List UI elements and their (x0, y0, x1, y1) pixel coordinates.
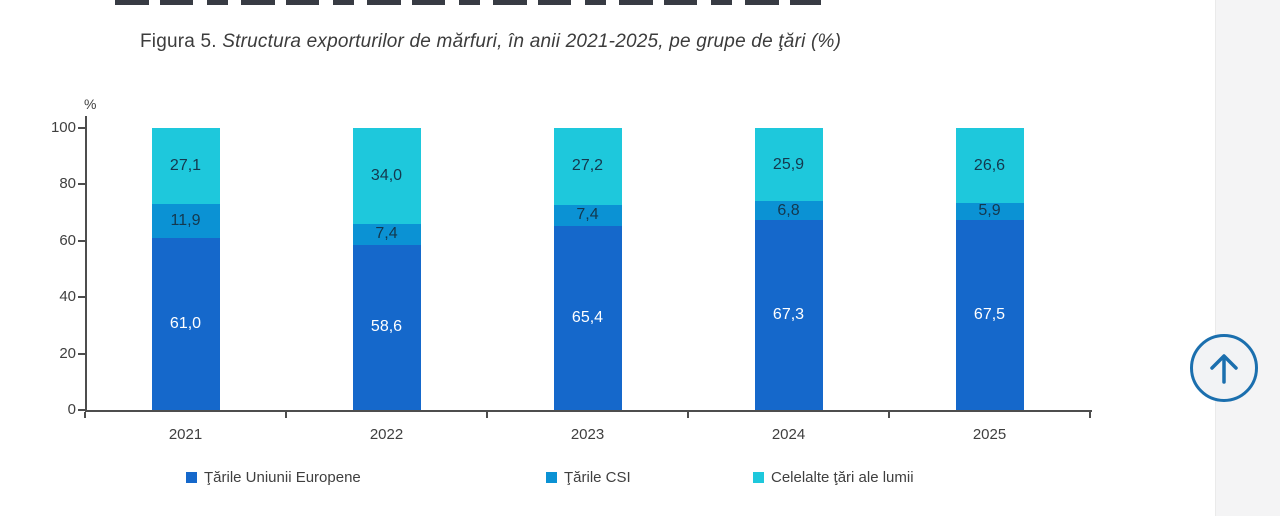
segment-value-label: 7,4 (375, 225, 398, 243)
legend-label: Ţările Uniunii Europene (204, 469, 361, 486)
segment-value-label: 61,0 (169, 315, 202, 332)
x-tick-mark (285, 412, 287, 418)
y-tick-mark (78, 183, 85, 186)
stacked-bar: 65,4 7,4 27,2 (553, 128, 622, 410)
y-axis-line (85, 116, 87, 128)
up-arrow-icon (1210, 354, 1238, 384)
y-tick-mark (78, 127, 85, 129)
stacked-bar: 67,5 5,9 26,6 (955, 128, 1024, 410)
bar-segment: 5,9 (955, 202, 1024, 220)
y-tick-label: 40 (59, 288, 76, 306)
figure-title: Figura 5. Structura exporturilor de mărf… (140, 31, 1140, 53)
legend-item: Celelalte ţări ale lumii (753, 469, 914, 486)
bar-segment: 67,5 (955, 219, 1024, 410)
segment-value-label: 25,9 (772, 155, 805, 173)
legend-swatch (546, 472, 557, 483)
figure-title-text: Structura exporturilor de mărfuri, în an… (216, 31, 842, 52)
bar-segment: 7,4 (553, 204, 622, 226)
segment-value-label: 5,9 (978, 202, 1001, 220)
legend-item: Ţările CSI (546, 469, 631, 486)
bar-segment: 25,9 (754, 128, 823, 202)
segment-value-label: 67,3 (772, 306, 805, 324)
plot-area (85, 128, 1092, 412)
legend-label: Celelalte ţări ale lumii (771, 469, 914, 486)
y-tick-label: 100 (50, 119, 76, 136)
legend-swatch (186, 472, 197, 483)
y-tick-label: 0 (67, 401, 76, 418)
x-tick-mark (888, 412, 890, 418)
bar-column: 65,4 7,4 27,2 (487, 128, 688, 410)
legend-label: Ţările CSI (564, 469, 631, 486)
bar-column: 61,0 11,9 27,1 (85, 128, 286, 410)
segment-value-label: 11,9 (170, 212, 201, 230)
bar-segment: 6,8 (754, 201, 823, 221)
bar-segment: 58,6 (352, 244, 421, 410)
bar-column: 58,6 7,4 34,0 (286, 127, 487, 410)
figure-title-prefix: Figura 5. (140, 31, 217, 52)
stacked-bar: 61,0 11,9 27,1 (151, 128, 220, 410)
bar-column: 67,5 5,9 26,6 (889, 128, 1090, 410)
x-axis-year-label: 2024 (771, 426, 806, 443)
bar-segment: 11,9 (151, 204, 220, 238)
x-axis-year-label: 2025 (972, 426, 1007, 443)
legend-item: Ţările Uniunii Europene (186, 469, 361, 486)
x-tick-mark (1089, 412, 1091, 418)
segment-value-label: 65,4 (571, 308, 604, 326)
x-tick-mark (687, 412, 689, 418)
y-tick-mark (78, 352, 85, 355)
y-tick-mark (78, 296, 85, 299)
bar-segment: 27,1 (151, 128, 220, 205)
segment-value-label: 27,2 (571, 157, 604, 175)
clipped-text-fragment (115, 0, 821, 5)
y-tick-mark (78, 409, 85, 411)
x-axis-year-label: 2022 (369, 426, 404, 443)
right-sidebar-strip (1215, 0, 1280, 516)
y-tick-label: 80 (59, 175, 76, 193)
x-axis-year-label: 2023 (570, 426, 605, 443)
segment-value-label: 67,5 (973, 305, 1006, 323)
x-axis-year-label: 2021 (168, 426, 203, 443)
x-tick-mark (84, 412, 86, 418)
bar-segment: 65,4 (553, 225, 622, 410)
bar-segment: 34,0 (352, 127, 421, 224)
segment-value-label: 26,6 (973, 156, 1006, 174)
segment-value-label: 58,6 (370, 318, 403, 336)
stacked-bar: 67,3 6,8 25,9 (754, 128, 823, 410)
segment-value-label: 34,0 (370, 166, 403, 184)
y-tick-label: 60 (59, 231, 76, 249)
y-tick-label: 20 (59, 344, 76, 362)
bar-segment: 27,2 (553, 128, 622, 205)
y-tick-mark (78, 239, 85, 242)
segment-value-label: 27,1 (169, 157, 202, 175)
y-axis-unit-label: % (84, 96, 97, 112)
segment-value-label: 7,4 (576, 206, 599, 224)
legend-swatch (753, 472, 764, 483)
x-tick-mark (486, 412, 488, 418)
stacked-bar: 58,6 7,4 34,0 (352, 127, 421, 410)
bar-segment: 67,3 (754, 220, 823, 410)
bar-column: 67,3 6,8 25,9 (688, 128, 889, 410)
segment-value-label: 6,8 (777, 201, 800, 219)
bar-segment: 7,4 (352, 223, 421, 245)
scroll-to-top-button[interactable] (1190, 334, 1258, 402)
bar-segment: 26,6 (955, 128, 1024, 204)
bar-segment: 61,0 (151, 238, 220, 410)
